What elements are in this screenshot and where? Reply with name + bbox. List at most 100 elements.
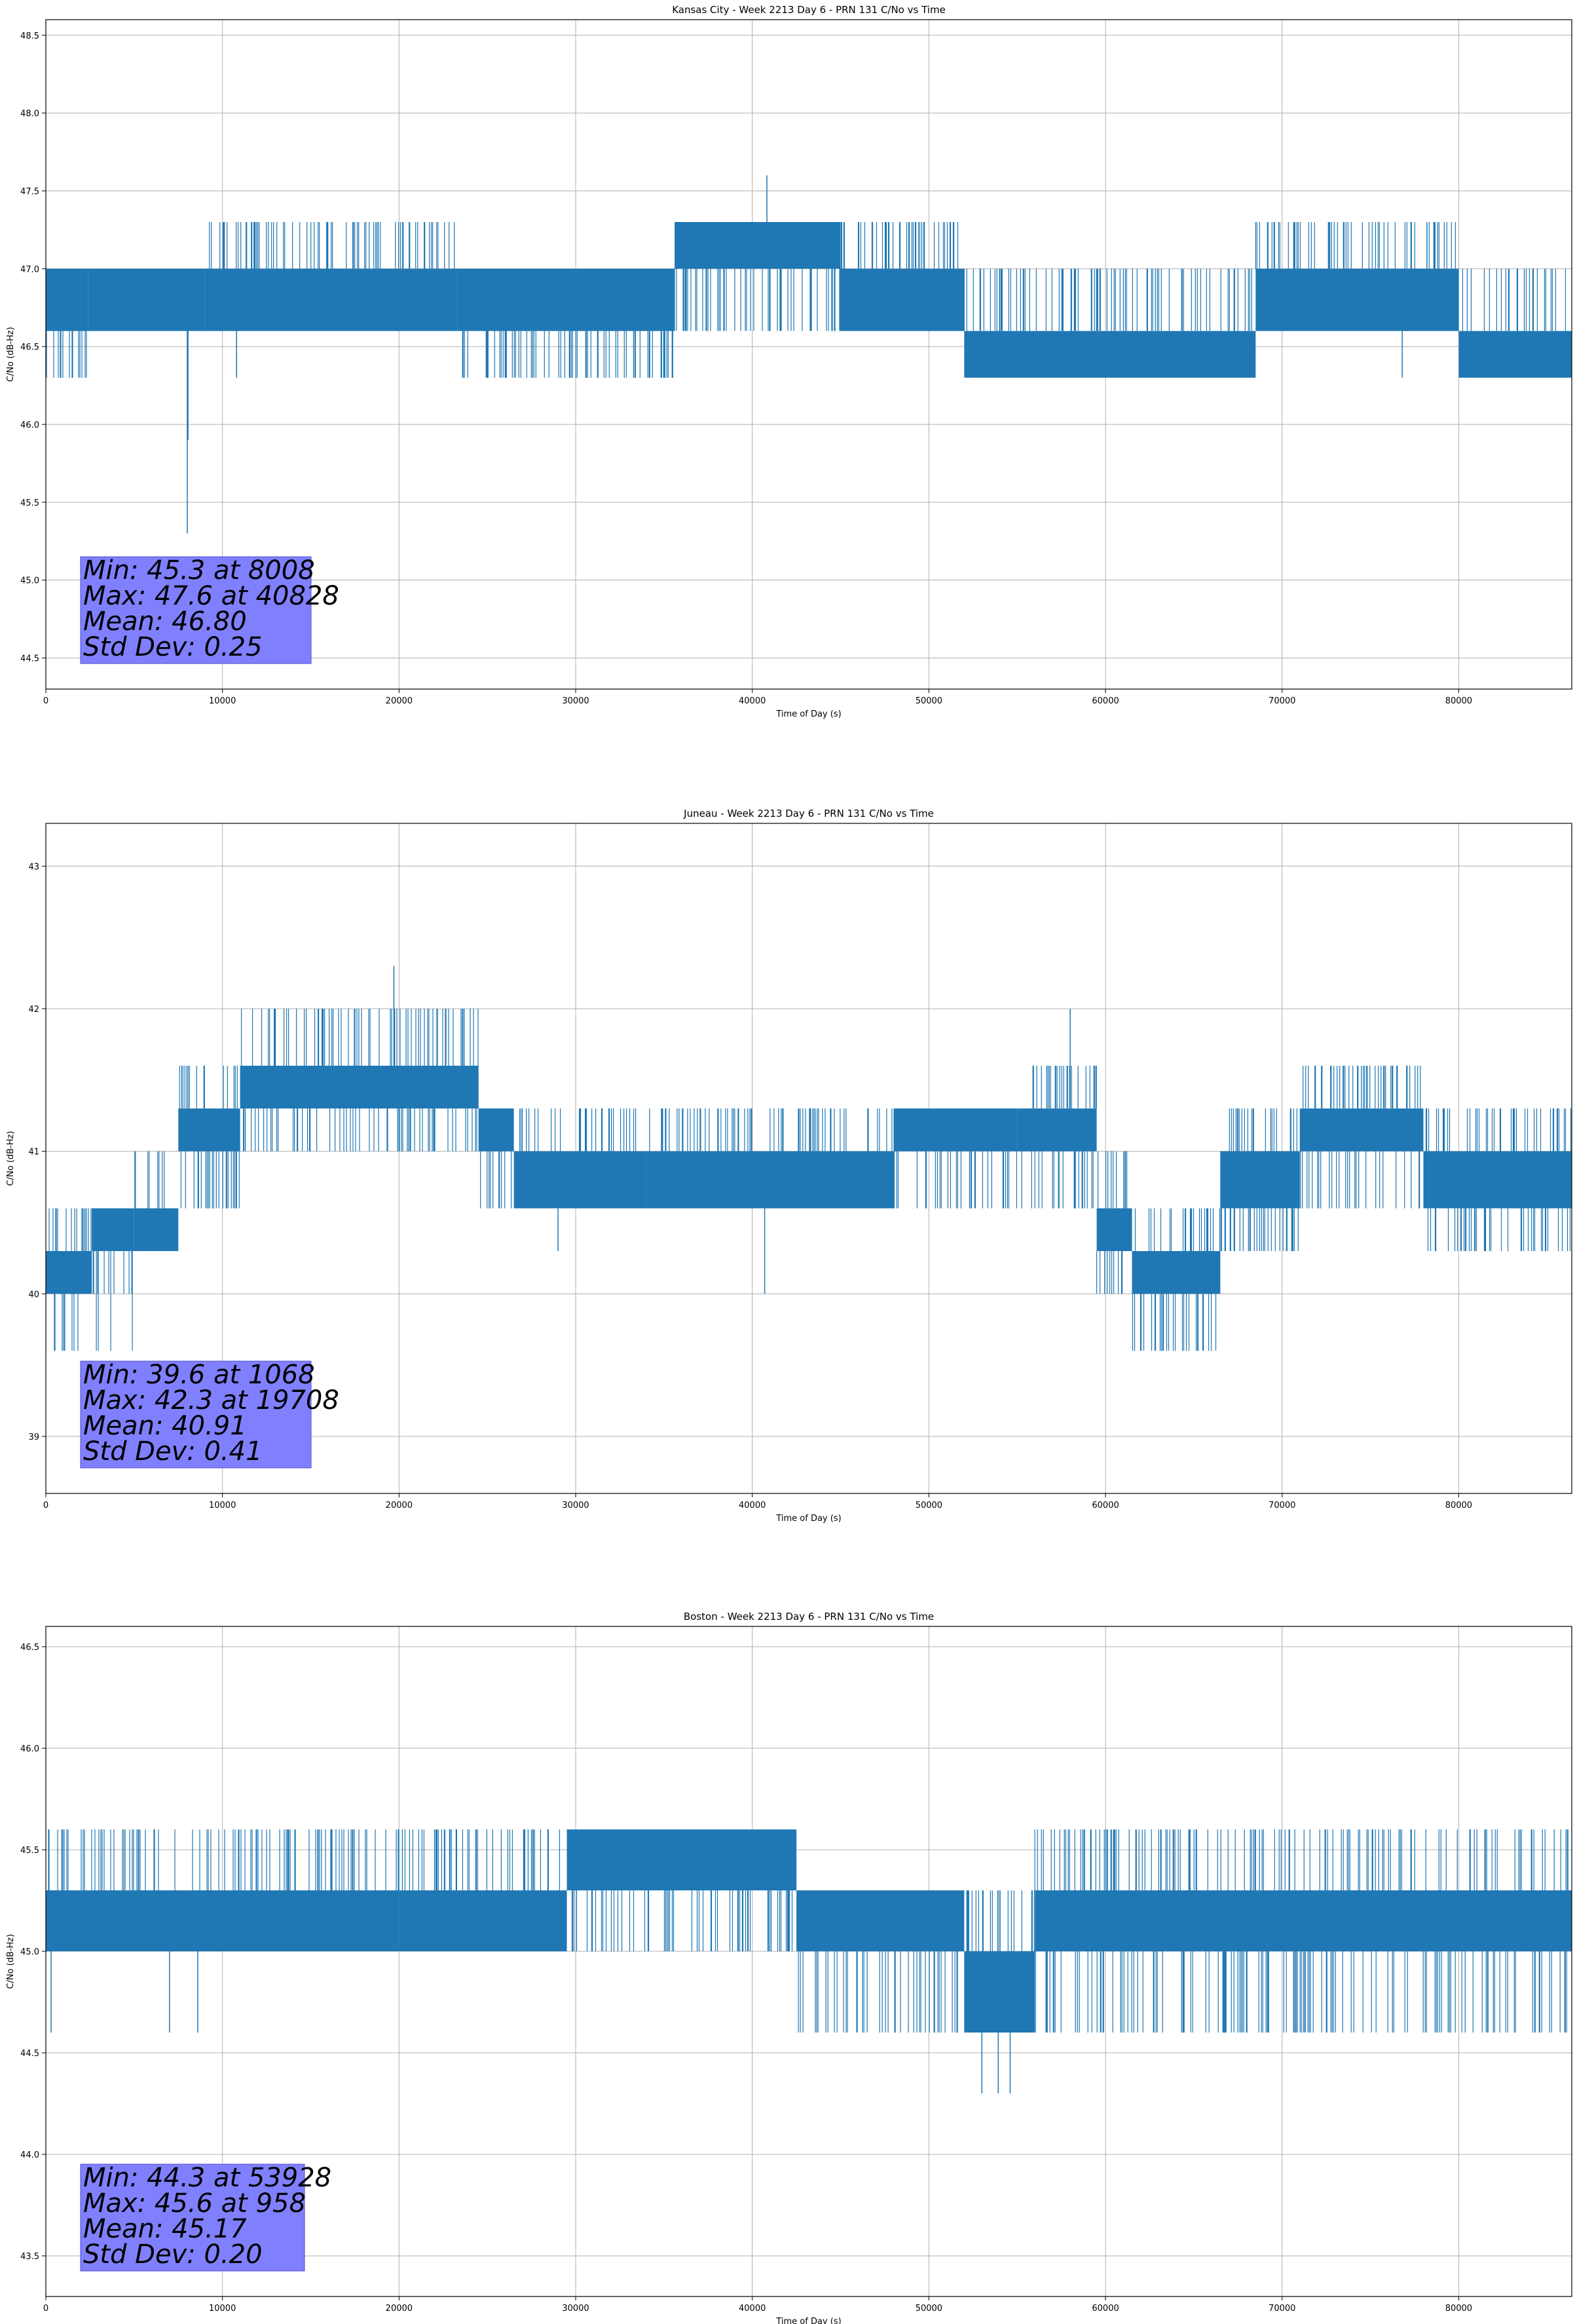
x-tick-label: 10000 xyxy=(209,1501,236,1510)
x-tick-label: 80000 xyxy=(1445,696,1472,706)
series-band xyxy=(796,1890,965,1951)
stats-std: Std Dev: 0.25 xyxy=(83,632,263,662)
y-axis-label: C/No (dB-Hz) xyxy=(6,1131,16,1186)
series-band xyxy=(1132,1250,1221,1294)
y-tick-label: 39 xyxy=(28,1433,39,1442)
axes-frame xyxy=(45,19,1572,690)
x-tick-label: 30000 xyxy=(562,2304,589,2314)
y-tick-label: 44.5 xyxy=(20,654,39,664)
y-tick-label: 41 xyxy=(28,1148,39,1157)
stats-min: Min: 44.3 at 53928 xyxy=(83,2163,331,2193)
series-line xyxy=(46,175,1572,534)
series-band xyxy=(457,269,675,331)
series-line xyxy=(46,1829,1572,2093)
x-tick-label: 0 xyxy=(43,2304,48,2314)
chart-panel-1: Kansas City - Week 2213 Day 6 - PRN 131 … xyxy=(6,4,1572,719)
axes-frame xyxy=(45,823,1572,1494)
y-tick-label: 43 xyxy=(28,862,39,872)
series-band xyxy=(964,331,1256,378)
series-band xyxy=(893,1108,1018,1152)
x-tick-label: 50000 xyxy=(916,696,942,706)
x-tick-label: 80000 xyxy=(1445,2304,1472,2314)
series-band xyxy=(478,1108,514,1152)
series-excursions xyxy=(48,1829,1568,2033)
series-band xyxy=(240,1066,337,1109)
stats-max: Max: 45.6 at 958 xyxy=(83,2188,306,2219)
x-tick-label: 50000 xyxy=(916,1501,942,1510)
series-band xyxy=(337,1066,479,1109)
series-excursions xyxy=(46,222,1566,378)
series-band xyxy=(513,1151,646,1209)
chart-panel-3: Boston - Week 2213 Day 6 - PRN 131 C/No … xyxy=(6,1611,1572,2324)
x-tick-label: 80000 xyxy=(1445,1501,1472,1510)
y-axis-label: C/No (dB-Hz) xyxy=(6,1934,16,1989)
series-band xyxy=(1035,1890,1572,1951)
stats-std: Std Dev: 0.41 xyxy=(83,1436,263,1467)
y-tick-label: 45.5 xyxy=(20,498,39,508)
x-tick-label: 60000 xyxy=(1092,1501,1119,1510)
y-tick-label: 46.5 xyxy=(20,1643,39,1653)
y-tick-label: 46.5 xyxy=(20,343,39,352)
axes-frame xyxy=(45,1626,1572,2297)
series-band xyxy=(46,269,88,331)
x-tick-label: 60000 xyxy=(1092,2304,1119,2314)
x-tick-label: 20000 xyxy=(386,2304,413,2314)
series-band xyxy=(204,269,458,331)
series-band xyxy=(646,1151,894,1209)
x-tick-label: 30000 xyxy=(562,696,589,706)
stats-box xyxy=(80,556,312,664)
stats-mean: Mean: 45.17 xyxy=(83,2214,247,2244)
x-tick-label: 70000 xyxy=(1269,1501,1295,1510)
series-band xyxy=(840,269,965,331)
series-band xyxy=(46,1890,399,1951)
x-tick-label: 70000 xyxy=(1269,696,1295,706)
series-band xyxy=(134,1208,179,1251)
chart-title: Boston - Week 2213 Day 6 - PRN 131 C/No … xyxy=(684,1611,934,1622)
stats-box xyxy=(80,2164,305,2272)
stats-max: Max: 42.3 at 19708 xyxy=(83,1385,339,1415)
y-tick-label: 44.0 xyxy=(20,2150,39,2160)
stats-max: Max: 47.6 at 40828 xyxy=(83,581,339,611)
y-tick-label: 43.5 xyxy=(20,2252,39,2262)
x-tick-label: 20000 xyxy=(386,1501,413,1510)
y-tick-label: 48.5 xyxy=(20,31,39,41)
series-band xyxy=(1220,1151,1300,1209)
series-band xyxy=(46,1250,92,1294)
series-band xyxy=(399,1890,567,1951)
series-band xyxy=(1255,269,1459,331)
x-tick-label: 30000 xyxy=(562,1501,589,1510)
x-tick-label: 60000 xyxy=(1092,696,1119,706)
x-tick-label: 10000 xyxy=(209,2304,236,2314)
series-line xyxy=(46,965,1572,1351)
stats-box xyxy=(80,1360,312,1469)
series-band xyxy=(1299,1108,1424,1152)
y-tick-label: 45.5 xyxy=(20,1846,39,1856)
x-tick-label: 0 xyxy=(43,1501,48,1510)
y-axis-label: C/No (dB-Hz) xyxy=(6,327,16,382)
y-tick-label: 46.0 xyxy=(20,1744,39,1754)
series-band xyxy=(92,1208,134,1251)
x-tick-label: 70000 xyxy=(1269,2304,1295,2314)
y-tick-label: 47.5 xyxy=(20,187,39,197)
series-band xyxy=(178,1108,240,1152)
series-band xyxy=(566,1829,797,1890)
x-tick-label: 50000 xyxy=(916,2304,942,2314)
chart-panel-2: Juneau - Week 2213 Day 6 - PRN 131 C/No … xyxy=(6,808,1572,1524)
x-tick-label: 40000 xyxy=(739,696,766,706)
series-excursions xyxy=(46,1009,1572,1351)
y-tick-label: 44.5 xyxy=(20,2049,39,2059)
series-band xyxy=(1423,1151,1572,1209)
chart-title: Kansas City - Week 2213 Day 6 - PRN 131 … xyxy=(672,4,946,16)
y-tick-label: 42 xyxy=(28,1005,39,1015)
y-tick-label: 45.0 xyxy=(20,1947,39,1957)
series-band xyxy=(964,1951,1035,2033)
y-tick-label: 46.0 xyxy=(20,421,39,430)
series-band xyxy=(1017,1108,1097,1152)
y-tick-label: 47.0 xyxy=(20,265,39,274)
x-axis-label: Time of Day (s) xyxy=(775,709,841,719)
x-tick-label: 0 xyxy=(43,696,48,706)
y-tick-label: 48.0 xyxy=(20,109,39,119)
stats-std: Std Dev: 0.20 xyxy=(83,2240,263,2270)
x-axis-label: Time of Day (s) xyxy=(775,2317,841,2324)
stats-mean: Mean: 40.91 xyxy=(83,1411,247,1441)
